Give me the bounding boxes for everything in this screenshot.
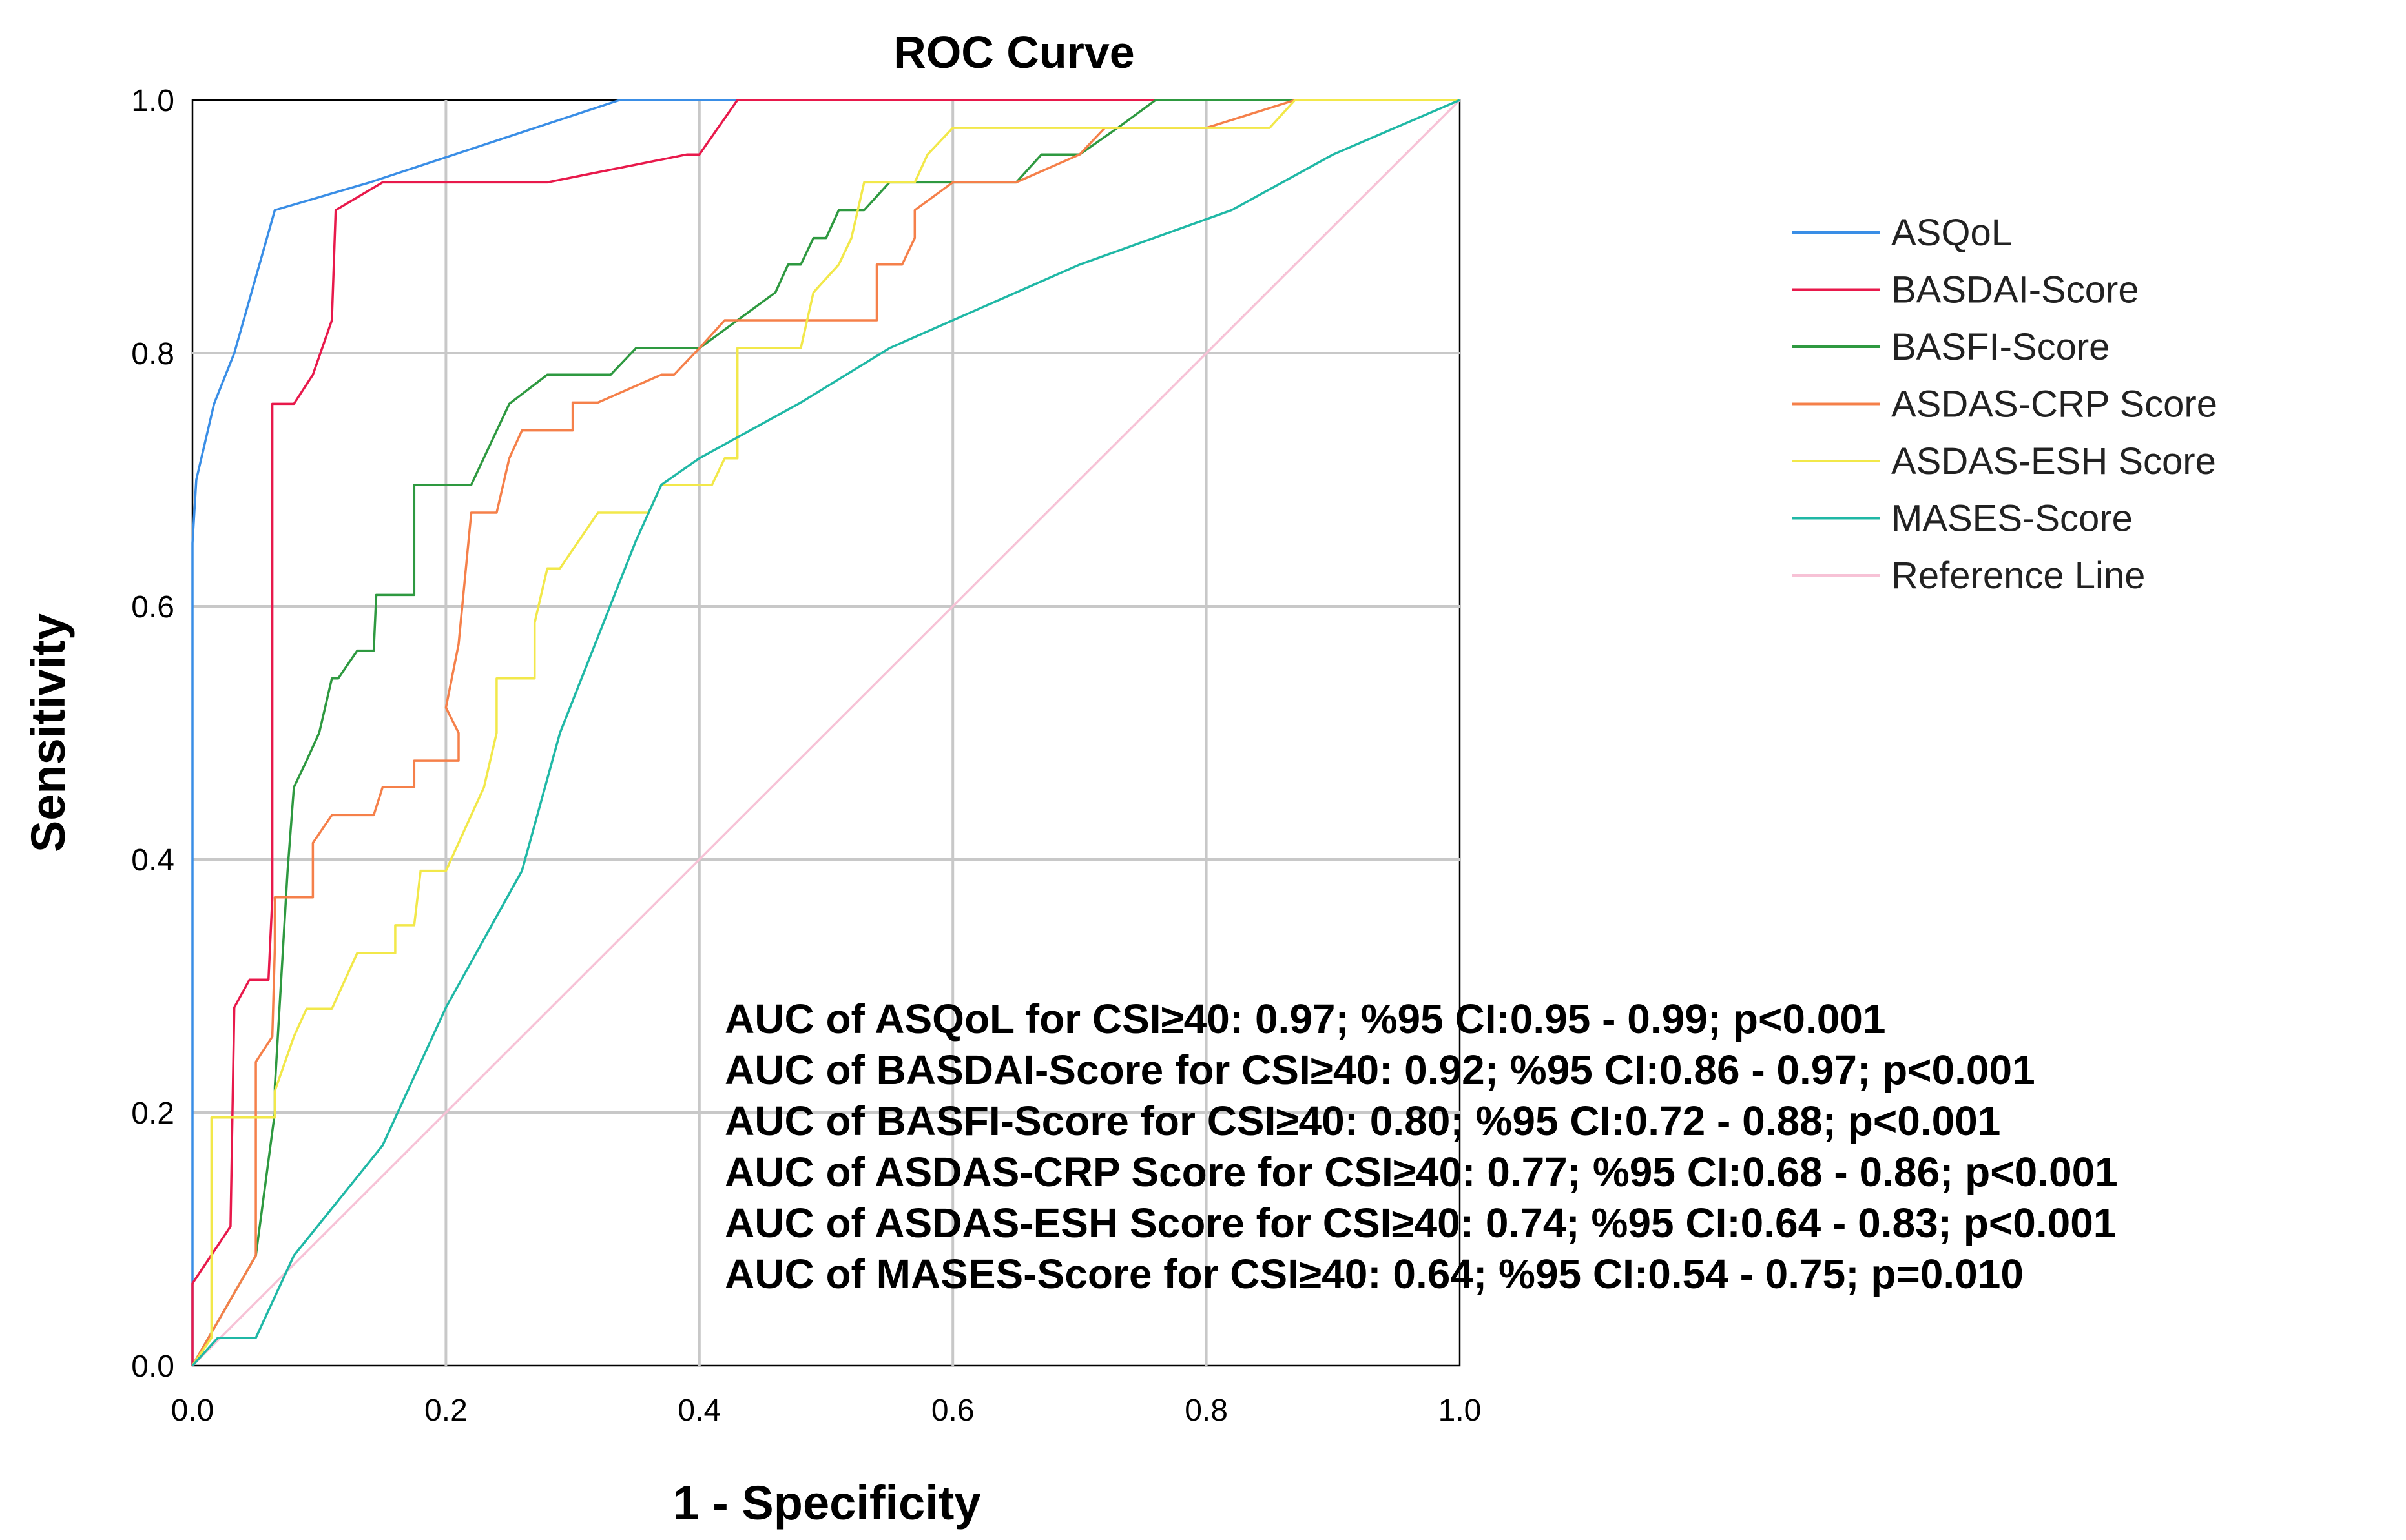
x-axis-ticks: 0.0 0.2 0.4 0.6 0.8 1.0	[171, 1393, 1482, 1428]
series-line-mases-score	[191, 99, 1460, 1367]
y-axis-title: Sensitivity	[21, 613, 75, 852]
legend-label-mases-score: MASES-Score	[1891, 498, 2133, 540]
y-tick-label: 0.2	[131, 1096, 174, 1131]
series-line-asqol	[191, 99, 1460, 1366]
auc-annotations: AUC of ASQoL for CSI≥40: 0.97; %95 CI:0.…	[725, 996, 2118, 1297]
auc-annotation: AUC of BASDAI-Score for CSI≥40: 0.92; %9…	[725, 1047, 2035, 1093]
series-line-reference-line	[191, 99, 1461, 1367]
x-tick-label: 1.0	[1438, 1393, 1482, 1428]
legend-label-basdai-score: BASDAI-Score	[1891, 269, 2139, 311]
series-line-asdas-esh-score	[191, 99, 1460, 1366]
auc-annotation: AUC of BASFI-Score for CSI≥40: 0.80; %95…	[725, 1098, 2000, 1144]
legend-label-reference-line: Reference Line	[1891, 555, 2145, 597]
series-line-basdai-score	[191, 99, 1460, 1366]
legend-label-asqol: ASQoL	[1891, 212, 2012, 254]
x-axis-title: 1 - Specificity	[672, 1476, 980, 1530]
auc-annotation: AUC of ASDAS-CRP Score for CSI≥40: 0.77;…	[725, 1149, 2118, 1195]
legend-label-asdas-crp-score: ASDAS-CRP Score	[1891, 384, 2217, 426]
chart-title: ROC Curve	[893, 27, 1134, 77]
y-tick-label: 0.4	[131, 843, 174, 878]
legend-label-basfi-score: BASFI-Score	[1891, 326, 2110, 368]
y-tick-label: 1.0	[131, 84, 174, 118]
grid	[192, 100, 1460, 1366]
y-axis-ticks: 0.0 0.2 0.4 0.6 0.8 1.0	[131, 84, 174, 1384]
y-tick-label: 0.6	[131, 590, 174, 624]
x-tick-label: 0.4	[678, 1393, 721, 1428]
x-tick-label: 0.2	[424, 1393, 468, 1428]
x-tick-label: 0.8	[1185, 1393, 1228, 1428]
series	[191, 99, 1461, 1367]
legend: ASQoL BASDAI-Score BASFI-Score ASDAS-CRP Sc…	[1792, 212, 2217, 597]
series-line-asdas-crp-score	[191, 99, 1460, 1366]
auc-annotation: AUC of ASDAS-ESH Score for CSI≥40: 0.74;…	[725, 1200, 2116, 1246]
auc-annotation: AUC of MASES-Score for CSI≥40: 0.64; %95…	[725, 1251, 2024, 1297]
legend-label-asdas-esh-score: ASDAS-ESH Score	[1891, 440, 2216, 482]
auc-annotation: AUC of ASQoL for CSI≥40: 0.97; %95 CI:0.…	[725, 996, 1886, 1042]
y-tick-label: 0.8	[131, 337, 174, 371]
y-tick-label: 0.0	[131, 1350, 174, 1384]
x-tick-label: 0.0	[171, 1393, 214, 1428]
x-tick-label: 0.6	[931, 1393, 975, 1428]
